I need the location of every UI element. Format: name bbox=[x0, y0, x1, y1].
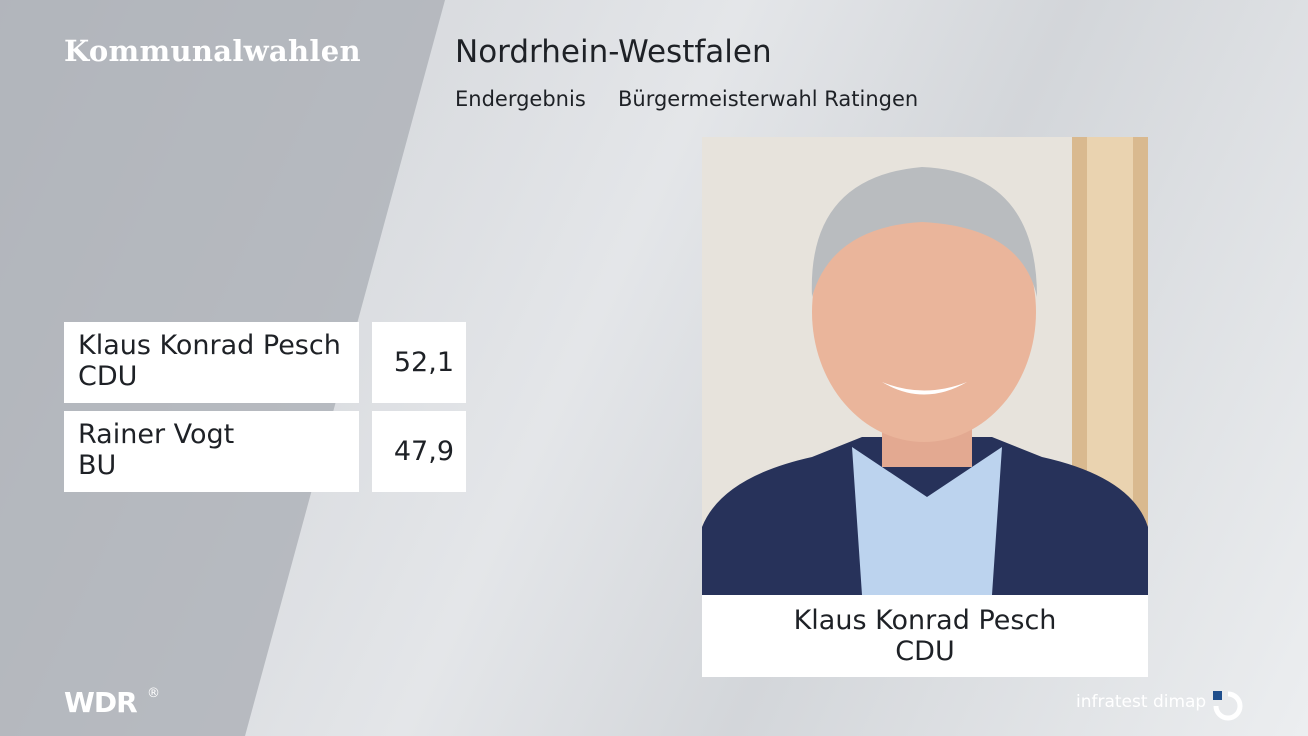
winner-caption: Klaus Konrad Pesch CDU bbox=[702, 595, 1148, 677]
candidate-cell: Rainer Vogt BU bbox=[64, 411, 359, 492]
broadcaster-logo: WDR bbox=[64, 686, 138, 719]
candidate-party: BU bbox=[78, 450, 117, 481]
winner-party: CDU bbox=[895, 636, 955, 667]
pollster-icon bbox=[1213, 691, 1243, 721]
candidate-name: Rainer Vogt bbox=[78, 419, 235, 450]
share: 47,9 bbox=[372, 411, 466, 492]
portrait bbox=[702, 137, 1148, 595]
winner-name: Klaus Konrad Pesch bbox=[793, 605, 1057, 636]
section-label: Kommunalwahlen bbox=[64, 34, 361, 68]
candidate-party: CDU bbox=[78, 361, 138, 392]
title: Nordrhein-Westfalen bbox=[455, 34, 772, 70]
share: 52,1 bbox=[372, 322, 466, 403]
pollster: infratest dimap bbox=[1076, 692, 1207, 712]
registered-mark: ® bbox=[147, 686, 160, 701]
candidate-name: Klaus Konrad Pesch bbox=[78, 330, 341, 361]
status: Endergebnis bbox=[455, 87, 586, 111]
candidate-cell: Klaus Konrad Pesch CDU bbox=[64, 322, 359, 403]
election: Bürgermeisterwahl Ratingen bbox=[618, 87, 919, 111]
